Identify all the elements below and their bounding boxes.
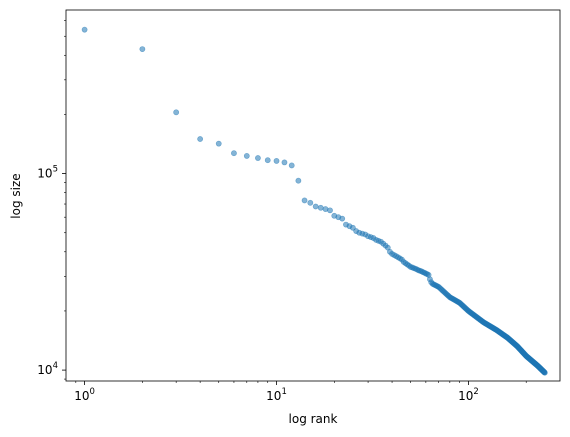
x-ticks: 100 101 102 [74, 381, 527, 403]
x-tick-label: 102 [458, 387, 479, 403]
data-point [273, 158, 280, 164]
data-point [541, 369, 548, 376]
data-point [288, 162, 295, 169]
data-point [215, 140, 222, 147]
data-point [81, 26, 88, 33]
plot-frame [65, 9, 561, 382]
data-point [255, 155, 261, 161]
data-point [264, 157, 271, 164]
data-point [243, 153, 250, 159]
y-axis-label: log size [9, 173, 23, 218]
data-point [312, 203, 319, 210]
data-point [339, 215, 346, 222]
y-tick-label: 104 [37, 361, 58, 377]
data-point [301, 197, 308, 204]
y-tick-label: 105 [37, 165, 58, 181]
data-point [295, 177, 302, 184]
data-point [173, 109, 180, 116]
x-tick-label: 101 [266, 387, 287, 403]
points-layer [81, 26, 548, 376]
y-ticks: 104 105 [37, 20, 66, 380]
data-point [317, 204, 324, 211]
x-tick-label: 100 [74, 387, 95, 403]
data-point [231, 150, 237, 157]
data-point [139, 46, 146, 53]
data-point [281, 159, 288, 166]
x-axis-label: log rank [289, 412, 338, 426]
data-point [197, 136, 204, 142]
data-point [307, 199, 314, 206]
data-point [327, 207, 333, 214]
